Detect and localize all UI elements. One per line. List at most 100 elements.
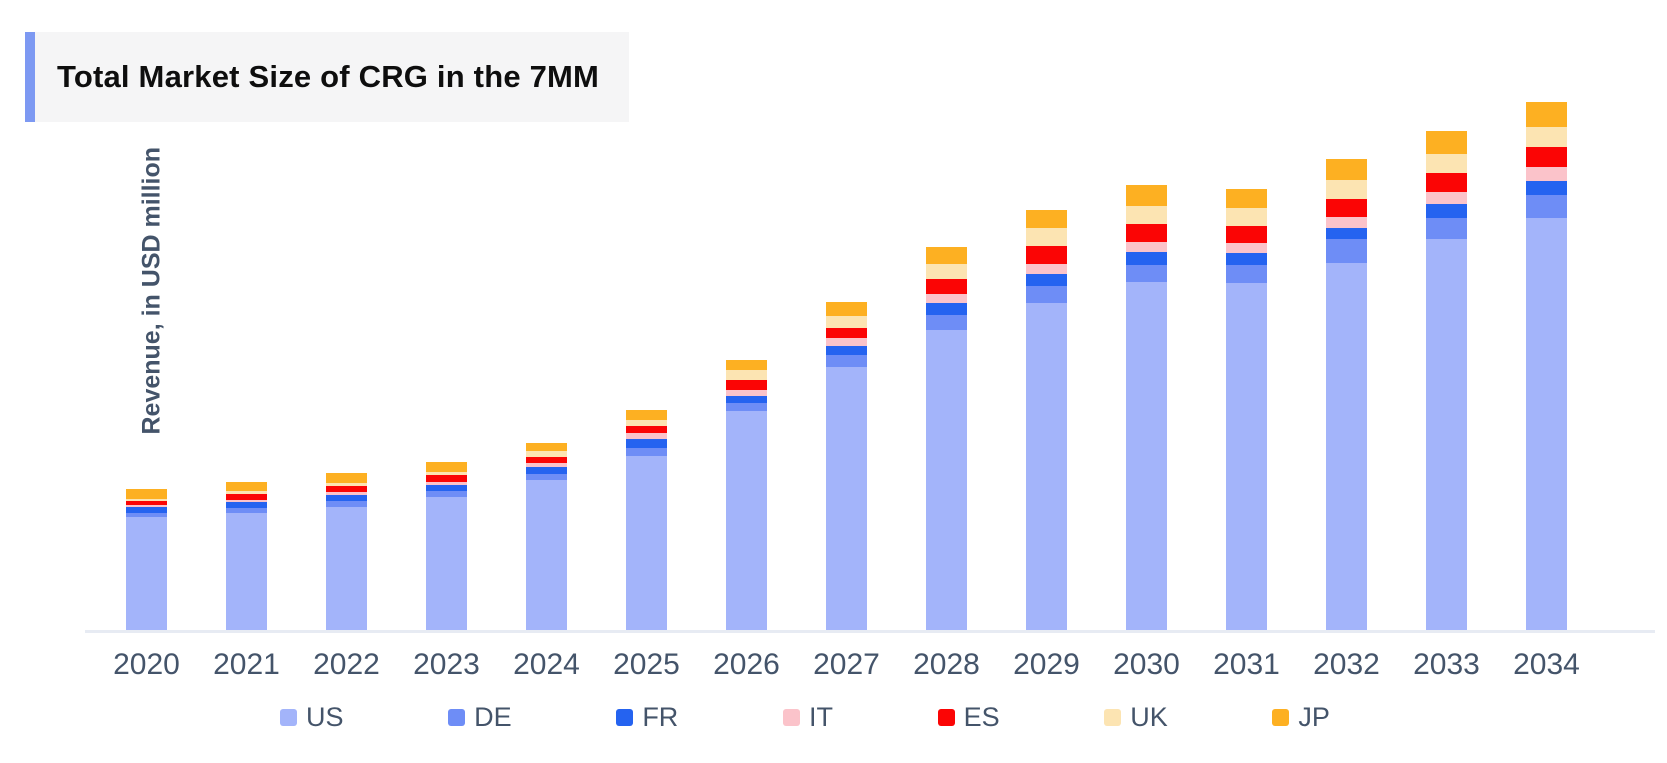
bar-segment-FR-2020[interactable] [126, 507, 167, 513]
bar-segment-DE-2024[interactable] [526, 474, 567, 480]
bar-segment-ES-2020[interactable] [126, 501, 167, 505]
bar-segment-FR-2027[interactable] [826, 346, 867, 355]
bar-segment-DE-2032[interactable] [1326, 239, 1367, 263]
legend-item-ES[interactable]: ES [937, 702, 1000, 733]
bar-segment-JP-2033[interactable] [1426, 131, 1467, 154]
bar-segment-FR-2034[interactable] [1526, 181, 1567, 195]
bar-segment-UK-2021[interactable] [226, 491, 267, 494]
bar-segment-ES-2034[interactable] [1526, 147, 1567, 167]
bar-2020[interactable] [126, 489, 167, 630]
bar-segment-US-2032[interactable] [1326, 263, 1367, 630]
bar-segment-US-2031[interactable] [1226, 283, 1267, 630]
bar-segment-FR-2026[interactable] [726, 396, 767, 403]
bar-segment-DE-2022[interactable] [326, 501, 367, 507]
bar-segment-UK-2027[interactable] [826, 316, 867, 328]
bar-2025[interactable] [626, 410, 667, 630]
bar-segment-US-2021[interactable] [226, 513, 267, 630]
bar-segment-UK-2033[interactable] [1426, 154, 1467, 173]
bar-segment-DE-2029[interactable] [1026, 286, 1067, 303]
bar-segment-IT-2024[interactable] [526, 463, 567, 467]
bar-segment-US-2023[interactable] [426, 497, 467, 630]
bar-segment-JP-2025[interactable] [626, 410, 667, 420]
bar-segment-FR-2032[interactable] [1326, 228, 1367, 239]
bar-segment-US-2030[interactable] [1126, 282, 1167, 630]
bar-2032[interactable] [1326, 159, 1367, 630]
bar-segment-US-2033[interactable] [1426, 239, 1467, 630]
bar-segment-FR-2029[interactable] [1026, 274, 1067, 286]
legend-item-IT[interactable]: IT [782, 702, 833, 733]
bar-segment-FR-2022[interactable] [326, 495, 367, 501]
bar-segment-DE-2026[interactable] [726, 403, 767, 411]
bar-segment-UK-2028[interactable] [926, 264, 967, 279]
bar-segment-IT-2030[interactable] [1126, 242, 1167, 252]
bar-2030[interactable] [1126, 185, 1167, 630]
bar-segment-JP-2031[interactable] [1226, 189, 1267, 208]
bar-segment-JP-2023[interactable] [426, 462, 467, 472]
bar-segment-IT-2032[interactable] [1326, 217, 1367, 228]
bar-2028[interactable] [926, 247, 967, 630]
bar-2031[interactable] [1226, 189, 1267, 630]
bar-segment-IT-2020[interactable] [126, 505, 167, 507]
bar-segment-DE-2027[interactable] [826, 355, 867, 367]
bar-segment-UK-2030[interactable] [1126, 206, 1167, 224]
bar-segment-JP-2029[interactable] [1026, 210, 1067, 228]
bar-segment-JP-2032[interactable] [1326, 159, 1367, 180]
bar-segment-IT-2029[interactable] [1026, 264, 1067, 274]
bar-segment-ES-2032[interactable] [1326, 199, 1367, 217]
bar-2027[interactable] [826, 302, 867, 630]
bar-segment-DE-2020[interactable] [126, 513, 167, 517]
bar-segment-ES-2028[interactable] [926, 279, 967, 294]
bar-segment-FR-2031[interactable] [1226, 253, 1267, 265]
bar-segment-ES-2021[interactable] [226, 494, 267, 500]
bar-segment-DE-2023[interactable] [426, 491, 467, 497]
legend-item-JP[interactable]: JP [1272, 702, 1330, 733]
bar-segment-ES-2027[interactable] [826, 328, 867, 338]
bar-segment-UK-2026[interactable] [726, 370, 767, 380]
bar-segment-JP-2022[interactable] [326, 473, 367, 483]
bar-segment-JP-2020[interactable] [126, 489, 167, 499]
bar-segment-ES-2024[interactable] [526, 457, 567, 463]
bar-segment-JP-2024[interactable] [526, 443, 567, 451]
bar-segment-US-2022[interactable] [326, 507, 367, 630]
bar-segment-DE-2021[interactable] [226, 508, 267, 513]
bar-2026[interactable] [726, 360, 767, 630]
bar-segment-US-2020[interactable] [126, 517, 167, 630]
bar-segment-JP-2034[interactable] [1526, 102, 1567, 127]
bar-segment-ES-2030[interactable] [1126, 224, 1167, 242]
bar-segment-FR-2021[interactable] [226, 502, 267, 508]
bar-segment-UK-2023[interactable] [426, 472, 467, 475]
bar-segment-IT-2031[interactable] [1226, 243, 1267, 253]
bar-segment-IT-2034[interactable] [1526, 167, 1567, 181]
bar-segment-DE-2033[interactable] [1426, 218, 1467, 239]
bar-segment-UK-2025[interactable] [626, 420, 667, 426]
bar-segment-UK-2020[interactable] [126, 499, 167, 501]
bar-2023[interactable] [426, 462, 467, 630]
bar-2033[interactable] [1426, 131, 1467, 630]
bar-segment-IT-2027[interactable] [826, 338, 867, 346]
bar-segment-ES-2025[interactable] [626, 426, 667, 433]
bar-segment-UK-2031[interactable] [1226, 208, 1267, 226]
legend-item-US[interactable]: US [280, 702, 344, 733]
bar-segment-US-2029[interactable] [1026, 303, 1067, 630]
bar-segment-ES-2026[interactable] [726, 380, 767, 390]
bar-segment-UK-2022[interactable] [326, 483, 367, 486]
bar-segment-DE-2025[interactable] [626, 448, 667, 456]
bar-segment-US-2028[interactable] [926, 330, 967, 630]
bar-segment-FR-2025[interactable] [626, 439, 667, 448]
legend-item-UK[interactable]: UK [1104, 702, 1168, 733]
bar-2024[interactable] [526, 443, 567, 630]
bar-segment-DE-2028[interactable] [926, 315, 967, 330]
bar-segment-FR-2023[interactable] [426, 485, 467, 491]
bar-segment-IT-2025[interactable] [626, 433, 667, 439]
bar-segment-IT-2026[interactable] [726, 390, 767, 396]
bar-segment-FR-2024[interactable] [526, 467, 567, 474]
bar-2022[interactable] [326, 473, 367, 630]
bar-segment-IT-2033[interactable] [1426, 192, 1467, 204]
bar-segment-US-2026[interactable] [726, 411, 767, 630]
bar-segment-FR-2028[interactable] [926, 303, 967, 315]
bar-segment-US-2024[interactable] [526, 480, 567, 630]
bar-segment-US-2025[interactable] [626, 456, 667, 630]
bar-segment-FR-2030[interactable] [1126, 252, 1167, 265]
bar-segment-US-2027[interactable] [826, 367, 867, 630]
bar-segment-JP-2027[interactable] [826, 302, 867, 316]
